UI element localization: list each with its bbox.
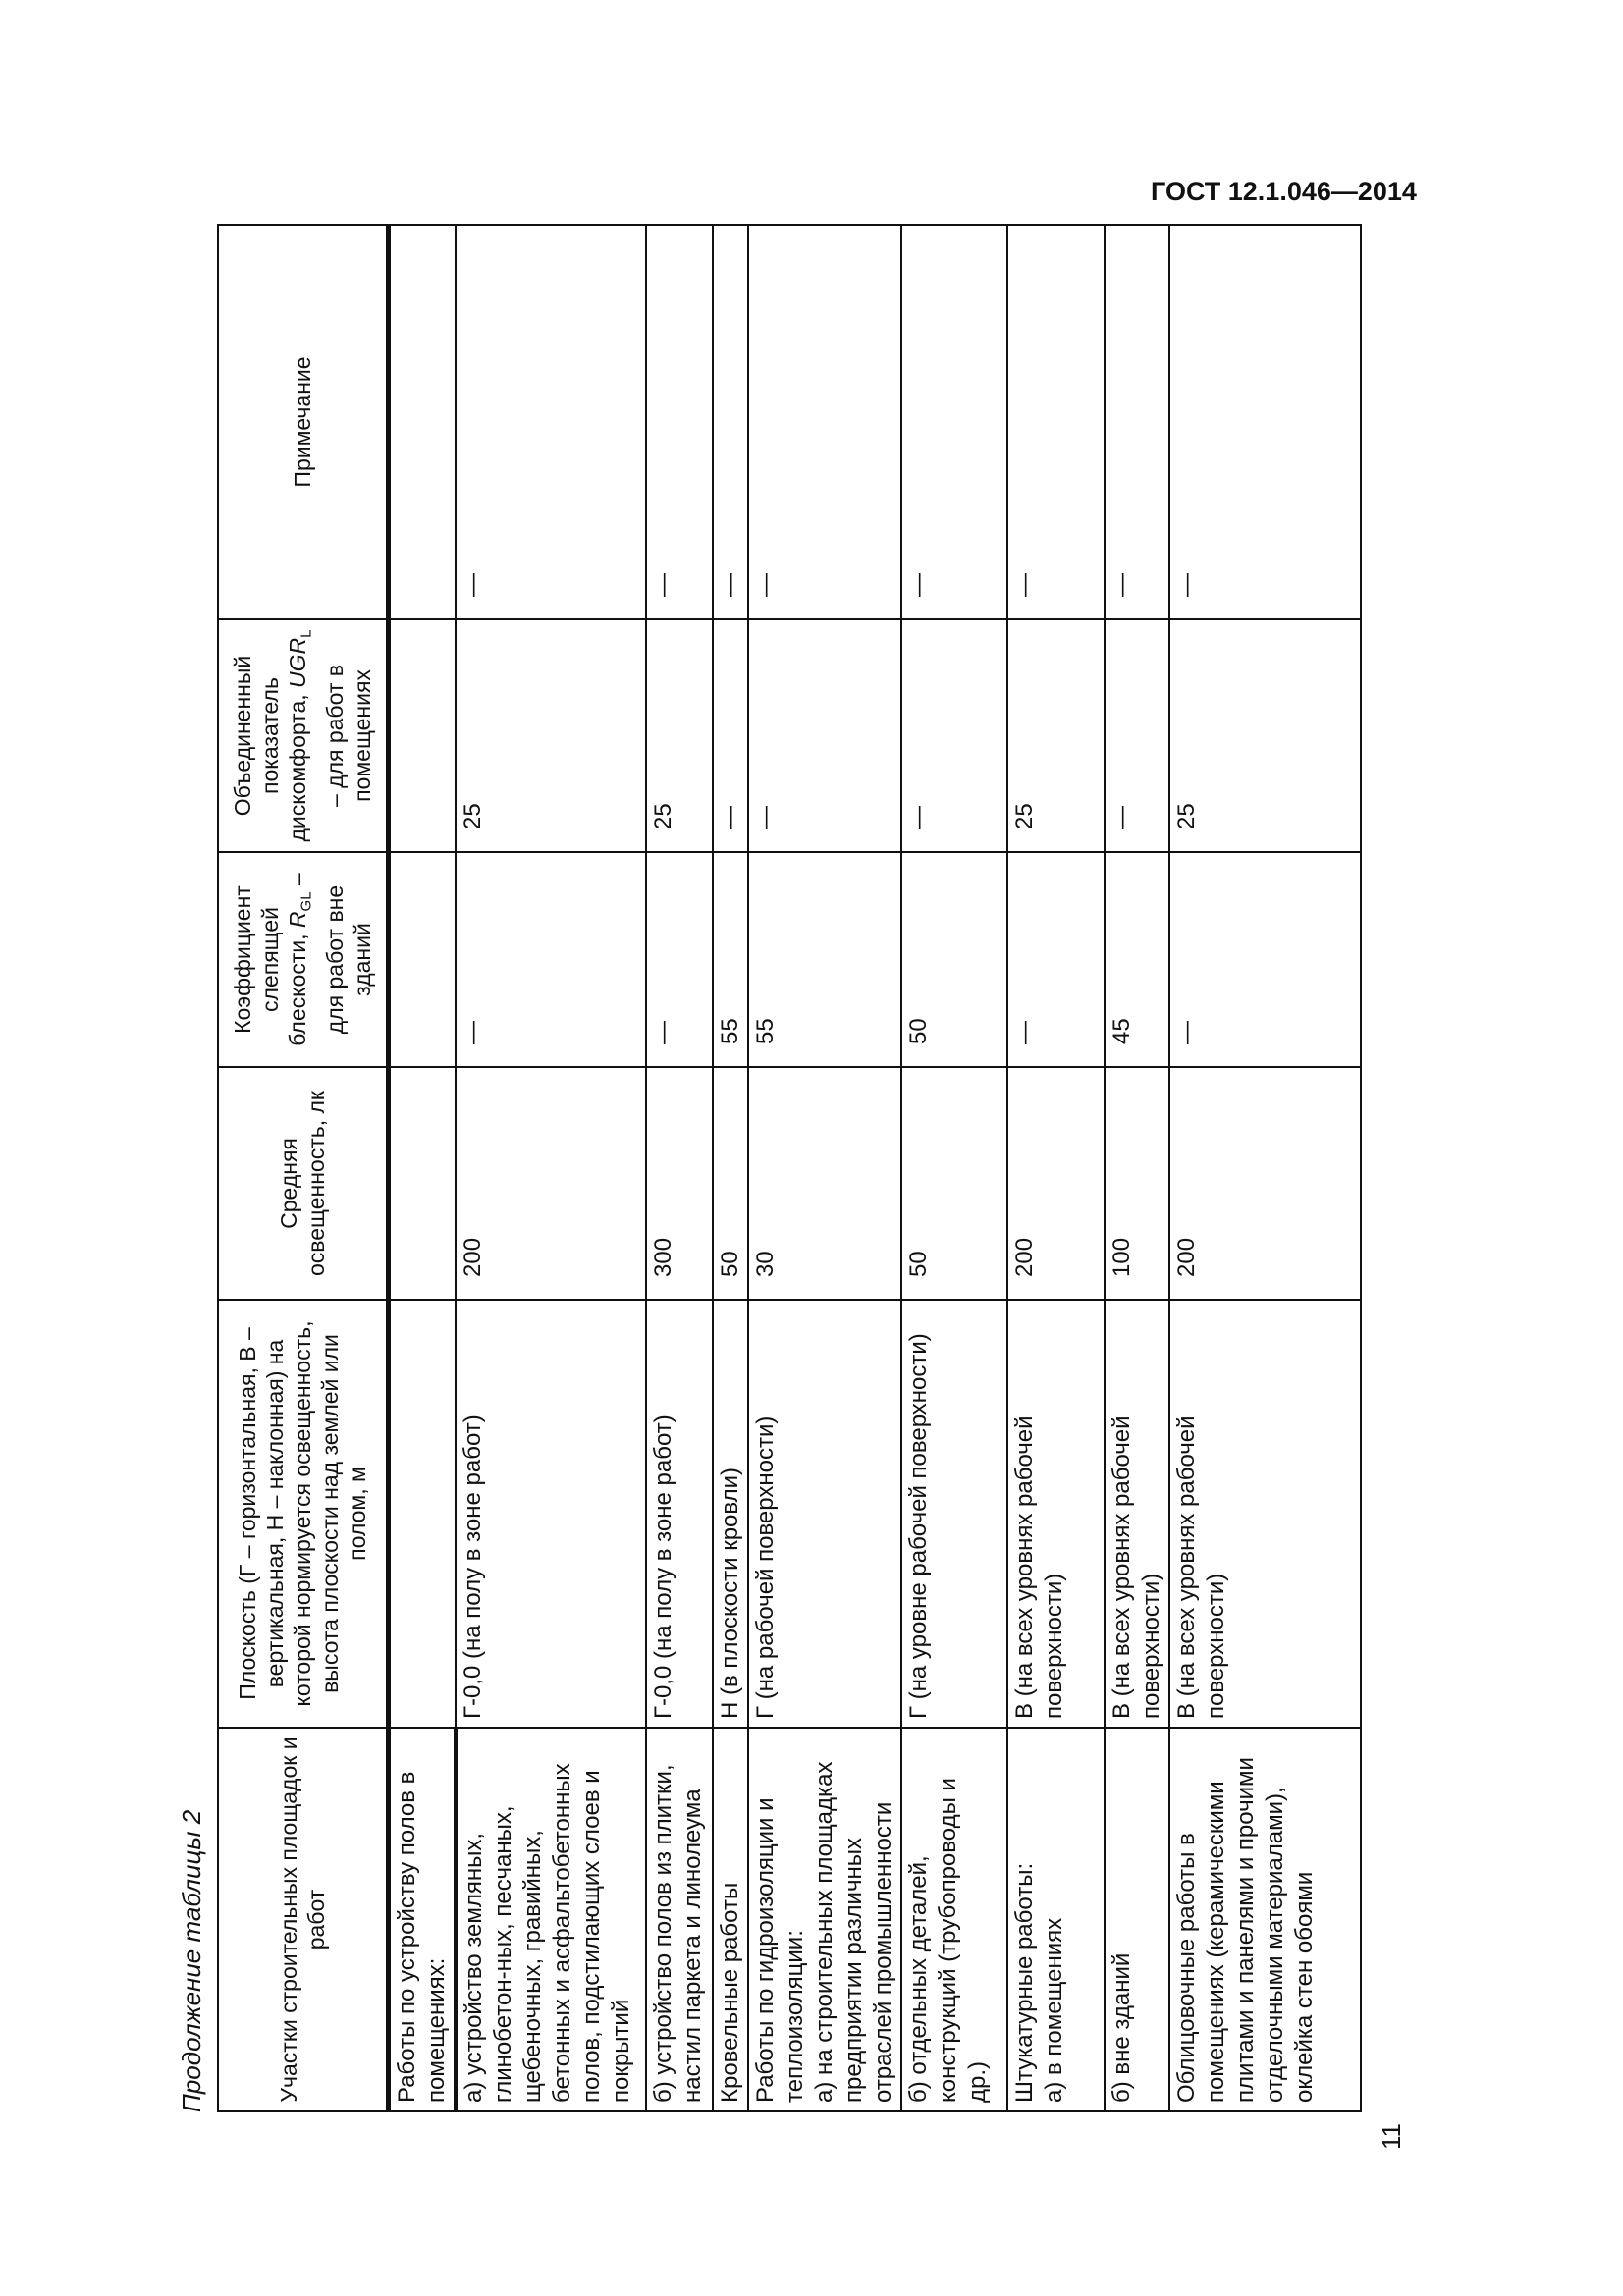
cell-ugr: — (713, 619, 748, 852)
cell-note: — (713, 225, 748, 619)
cell-glare-rgl: — (456, 852, 646, 1067)
cell-sites: б) устройство полов из плитки, настил па… (646, 1728, 713, 2111)
table-row: Работы по устройству полов в помещениях: (388, 225, 456, 2111)
cell-sites: б) отдельных деталей, конструкций (трубо… (901, 1728, 1007, 2111)
cell-sites: Работы по устройству полов в помещениях: (388, 1728, 456, 2111)
cell-sites: Облицовочные работы в помещениях (керами… (1169, 1728, 1361, 2111)
cell-plane: Г-0,0 (на полу в зоне работ) (456, 1300, 646, 1728)
cell-note: — (646, 225, 713, 619)
header-illuminance: Средняя освещенность, лк (218, 1067, 388, 1300)
cell-note (388, 225, 456, 619)
table-row: Работы по гидроизоляции и теплоизоляции:… (748, 225, 901, 2111)
cell-illuminance: 30 (748, 1067, 901, 1300)
cell-sites: Работы по гидроизоляции и теплоизоляции:… (748, 1728, 901, 2111)
cell-plane: В (на всех уровнях рабочей поверхности) (1105, 1300, 1169, 1728)
page-number: 11 (1377, 2123, 1406, 2150)
cell-ugr: 25 (456, 619, 646, 852)
cell-note: — (1169, 225, 1361, 619)
table-row: Штукатурные работы: а) в помещениях В (на… (1007, 225, 1105, 2111)
cell-glare-rgl: — (646, 852, 713, 1067)
header-plane: Плоскость (Г – горизонтальная, В – верти… (218, 1300, 388, 1728)
table-row: а) устройство земляных, глинобетон-ных, … (456, 225, 646, 2111)
cell-plane (388, 1300, 456, 1728)
table-header-row: Участки строительных площадок и работ Пл… (218, 225, 388, 2111)
cell-glare-rgl: — (1007, 852, 1105, 1067)
cell-illuminance: 200 (456, 1067, 646, 1300)
lighting-norms-table-wrapper: Участки строительных площадок и работ Пл… (217, 225, 1361, 2112)
table-row: б) устройство полов из плитки, настил па… (646, 225, 713, 2111)
cell-sites: а) устройство земляных, глинобетон-ных, … (456, 1728, 646, 2111)
document-standard-number: ГОСТ 12.1.046—2014 (1151, 177, 1417, 206)
table-row: Облицовочные работы в помещениях (керами… (1169, 225, 1361, 2111)
cell-illuminance: 300 (646, 1067, 713, 1300)
cell-plane: Г-0,0 (на полу в зоне работ) (646, 1300, 713, 1728)
header-ugr: Объединенный показатель дискомфорта, UGR… (218, 619, 388, 852)
cell-glare-rgl (388, 852, 456, 1067)
cell-illuminance: 200 (1007, 1067, 1105, 1300)
cell-ugr: — (1105, 619, 1169, 852)
table-row: б) отдельных деталей, конструкций (трубо… (901, 225, 1007, 2111)
cell-plane: Г (на уровне рабочей поверхности) (901, 1300, 1007, 1728)
cell-ugr: — (748, 619, 901, 852)
cell-plane: Н (в плоскости кровли) (713, 1300, 748, 1728)
table-row: Кровельные работы Н (в плоскости кровли) 5… (713, 225, 748, 2111)
cell-illuminance: 50 (713, 1067, 748, 1300)
lighting-norms-table: Участки строительных площадок и работ Пл… (217, 224, 1362, 2112)
cell-illuminance (388, 1067, 456, 1300)
cell-plane: Г (на рабочей поверхности) (748, 1300, 901, 1728)
cell-glare-rgl: 55 (713, 852, 748, 1067)
header-note: Примечание (218, 225, 388, 619)
cell-ugr: — (901, 619, 1007, 852)
table-caption: Продолжение таблицы 2 (177, 1809, 206, 2112)
cell-ugr: 25 (646, 619, 713, 852)
cell-glare-rgl: — (1169, 852, 1361, 1067)
cell-note: — (456, 225, 646, 619)
table-row: б) вне зданий В (на всех уровнях рабочей … (1105, 225, 1169, 2111)
header-sites: Участки строительных площадок и работ (218, 1728, 388, 2111)
cell-note: — (1105, 225, 1169, 619)
cell-illuminance: 50 (901, 1067, 1007, 1300)
cell-glare-rgl: 45 (1105, 852, 1169, 1067)
cell-illuminance: 200 (1169, 1067, 1361, 1300)
cell-note: — (748, 225, 901, 619)
cell-sites: Штукатурные работы: а) в помещениях (1007, 1728, 1105, 2111)
cell-plane: В (на всех уровнях рабочей поверхности) (1007, 1300, 1105, 1728)
cell-ugr: 25 (1007, 619, 1105, 852)
cell-note: — (1007, 225, 1105, 619)
cell-illuminance: 100 (1105, 1067, 1169, 1300)
header-glare-rgl: Коэффициент слепящей блескости, RGL – дл… (218, 852, 388, 1067)
cell-glare-rgl: 50 (901, 852, 1007, 1067)
cell-ugr (388, 619, 456, 852)
cell-glare-rgl: 55 (748, 852, 901, 1067)
cell-ugr: 25 (1169, 619, 1361, 852)
cell-sites: б) вне зданий (1105, 1728, 1169, 2111)
cell-plane: В (на всех уровнях рабочей поверхности) (1169, 1300, 1361, 1728)
cell-note: — (901, 225, 1007, 619)
cell-sites: Кровельные работы (713, 1728, 748, 2111)
